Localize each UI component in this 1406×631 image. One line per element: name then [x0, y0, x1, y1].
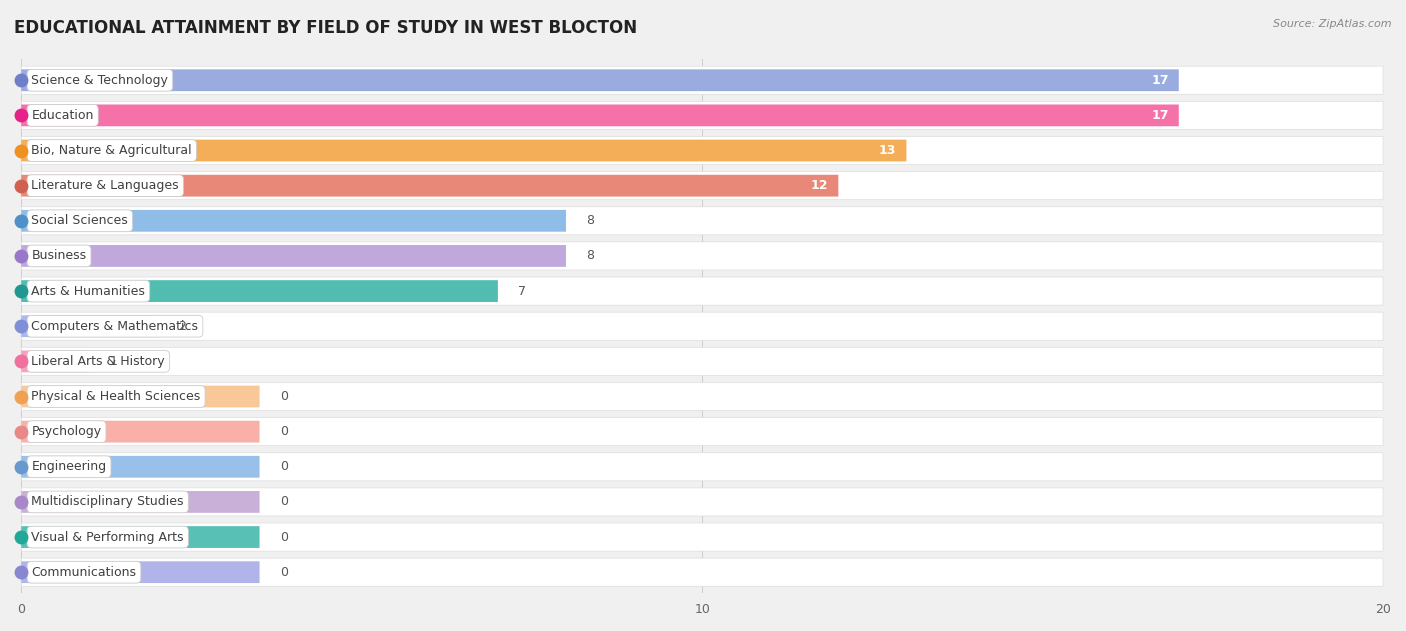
Text: 7: 7 [519, 285, 526, 298]
FancyBboxPatch shape [21, 456, 260, 478]
Text: Physical & Health Sciences: Physical & Health Sciences [31, 390, 201, 403]
FancyBboxPatch shape [21, 175, 838, 197]
Text: Psychology: Psychology [31, 425, 101, 438]
Text: Arts & Humanities: Arts & Humanities [31, 285, 145, 298]
Text: Education: Education [31, 109, 94, 122]
FancyBboxPatch shape [21, 139, 907, 162]
Text: 17: 17 [1152, 74, 1168, 86]
FancyBboxPatch shape [21, 207, 1384, 235]
Text: 0: 0 [280, 495, 288, 509]
FancyBboxPatch shape [21, 350, 90, 372]
FancyBboxPatch shape [21, 105, 1178, 126]
Text: Bio, Nature & Agricultural: Bio, Nature & Agricultural [31, 144, 193, 157]
Text: 8: 8 [586, 215, 595, 227]
FancyBboxPatch shape [21, 347, 1384, 375]
Text: Social Sciences: Social Sciences [31, 215, 128, 227]
Text: Communications: Communications [31, 566, 136, 579]
FancyBboxPatch shape [21, 102, 1384, 129]
FancyBboxPatch shape [21, 277, 1384, 305]
Text: Business: Business [31, 249, 87, 262]
Text: Multidisciplinary Studies: Multidisciplinary Studies [31, 495, 184, 509]
Text: Science & Technology: Science & Technology [31, 74, 169, 86]
FancyBboxPatch shape [21, 386, 260, 408]
Text: Engineering: Engineering [31, 460, 107, 473]
FancyBboxPatch shape [21, 523, 1384, 551]
FancyBboxPatch shape [21, 245, 567, 267]
FancyBboxPatch shape [21, 210, 567, 232]
FancyBboxPatch shape [21, 382, 1384, 411]
FancyBboxPatch shape [21, 242, 1384, 270]
FancyBboxPatch shape [21, 421, 260, 442]
Text: 0: 0 [280, 566, 288, 579]
FancyBboxPatch shape [21, 316, 157, 337]
Text: Liberal Arts & History: Liberal Arts & History [31, 355, 165, 368]
FancyBboxPatch shape [21, 136, 1384, 165]
FancyBboxPatch shape [21, 312, 1384, 340]
Text: EDUCATIONAL ATTAINMENT BY FIELD OF STUDY IN WEST BLOCTON: EDUCATIONAL ATTAINMENT BY FIELD OF STUDY… [14, 19, 637, 37]
Text: 0: 0 [280, 531, 288, 543]
Text: 12: 12 [811, 179, 828, 192]
Text: Literature & Languages: Literature & Languages [31, 179, 179, 192]
Text: 8: 8 [586, 249, 595, 262]
FancyBboxPatch shape [21, 488, 1384, 516]
FancyBboxPatch shape [21, 562, 260, 583]
Text: 0: 0 [280, 425, 288, 438]
FancyBboxPatch shape [21, 558, 1384, 586]
FancyBboxPatch shape [21, 69, 1178, 91]
FancyBboxPatch shape [21, 66, 1384, 94]
Text: 17: 17 [1152, 109, 1168, 122]
Text: 1: 1 [110, 355, 118, 368]
FancyBboxPatch shape [21, 172, 1384, 200]
Text: 0: 0 [280, 390, 288, 403]
FancyBboxPatch shape [21, 526, 260, 548]
FancyBboxPatch shape [21, 452, 1384, 481]
Text: 0: 0 [280, 460, 288, 473]
Text: 13: 13 [879, 144, 896, 157]
Text: Source: ZipAtlas.com: Source: ZipAtlas.com [1274, 19, 1392, 29]
FancyBboxPatch shape [21, 491, 260, 513]
Text: 2: 2 [177, 320, 186, 333]
Text: Computers & Mathematics: Computers & Mathematics [31, 320, 198, 333]
Text: Visual & Performing Arts: Visual & Performing Arts [31, 531, 184, 543]
FancyBboxPatch shape [21, 418, 1384, 445]
FancyBboxPatch shape [21, 280, 498, 302]
